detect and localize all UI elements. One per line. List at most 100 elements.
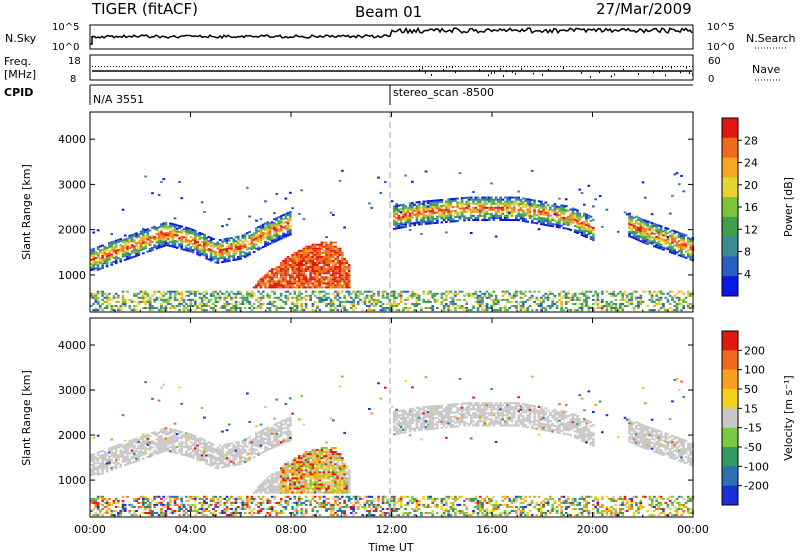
data-cell (493, 215, 496, 217)
nave-dot (455, 66, 456, 67)
data-cell (140, 247, 143, 249)
data-cell (551, 303, 554, 305)
data-cell (106, 265, 109, 267)
data-cell (411, 291, 414, 293)
data-cell (626, 295, 629, 297)
data-cell (219, 502, 222, 504)
data-cell (140, 444, 143, 446)
data-cell (205, 291, 208, 293)
data-cell (115, 451, 118, 453)
nave-dot (407, 66, 408, 67)
data-cell (389, 299, 392, 301)
data-cell (212, 238, 215, 240)
data-cell (450, 198, 453, 200)
nave-dot (107, 66, 108, 67)
data-cell (101, 514, 104, 516)
data-cell (481, 299, 484, 301)
data-cell (673, 230, 676, 232)
data-cell (133, 506, 136, 508)
nave-dot (272, 66, 273, 67)
data-cell (298, 250, 301, 252)
data-cell (678, 240, 681, 242)
data-cell (481, 309, 484, 311)
data-cell (520, 297, 523, 299)
data-cell (316, 266, 319, 268)
data-cell (124, 303, 127, 305)
data-cell (515, 197, 518, 199)
data-cell (135, 243, 138, 245)
data-cell (352, 303, 355, 305)
data-cell (239, 254, 242, 256)
nave-dot (347, 66, 348, 67)
data-cell (422, 215, 425, 217)
data-cell (298, 213, 301, 215)
data-cell (470, 213, 473, 215)
data-cell (327, 258, 330, 260)
data-cell (445, 303, 448, 305)
data-cell (341, 284, 344, 286)
data-cell (522, 220, 525, 222)
data-cell (171, 449, 174, 451)
data-cell (280, 299, 283, 301)
data-cell (128, 305, 131, 307)
data-cell (160, 236, 163, 238)
data-cell (117, 512, 120, 514)
data-cell (565, 295, 568, 297)
data-cell (101, 466, 104, 468)
data-cell (212, 496, 215, 498)
data-cell (287, 297, 290, 299)
data-cell (298, 252, 301, 254)
data-cell (669, 213, 672, 215)
data-cell (520, 293, 523, 295)
data-cell (463, 207, 466, 209)
data-cell (194, 445, 197, 447)
data-cell (481, 303, 484, 305)
data-cell (158, 226, 161, 228)
data-cell (108, 297, 111, 299)
data-cell (133, 301, 136, 303)
data-cell (260, 293, 263, 295)
data-cell (445, 209, 448, 211)
data-cell (431, 202, 434, 204)
data-cell (330, 252, 333, 254)
data-cell (495, 197, 498, 199)
data-cell (178, 506, 181, 508)
data-cell (97, 297, 100, 299)
data-cell (169, 436, 172, 438)
data-cell (196, 496, 199, 498)
data-cell (219, 299, 222, 301)
data-cell (142, 236, 145, 238)
data-cell (199, 250, 202, 252)
data-cell (158, 234, 161, 236)
data-cell (642, 219, 645, 221)
data-cell (126, 244, 129, 246)
data-cell (486, 201, 489, 203)
data-cell (323, 256, 326, 258)
data-cell (280, 225, 283, 227)
data-cell (160, 504, 163, 506)
data-cell (147, 456, 150, 458)
data-cell (640, 297, 643, 299)
data-cell (124, 508, 127, 510)
data-cell (327, 250, 330, 252)
data-cell (210, 259, 213, 261)
nave-dot (419, 69, 420, 71)
data-cell (400, 208, 403, 210)
data-cell (201, 508, 204, 510)
data-cell (167, 301, 170, 303)
data-cell (223, 464, 226, 466)
data-cell (578, 231, 581, 233)
data-cell (649, 240, 652, 242)
data-cell (187, 435, 190, 437)
data-cell (531, 215, 534, 217)
data-cell (122, 496, 125, 498)
data-cell (454, 295, 457, 297)
data-cell (522, 214, 525, 216)
data-cell (391, 200, 394, 202)
data-cell (497, 299, 500, 301)
data-cell (307, 254, 310, 256)
data-cell (597, 299, 600, 301)
data-cell (169, 299, 172, 301)
data-cell (239, 248, 242, 250)
